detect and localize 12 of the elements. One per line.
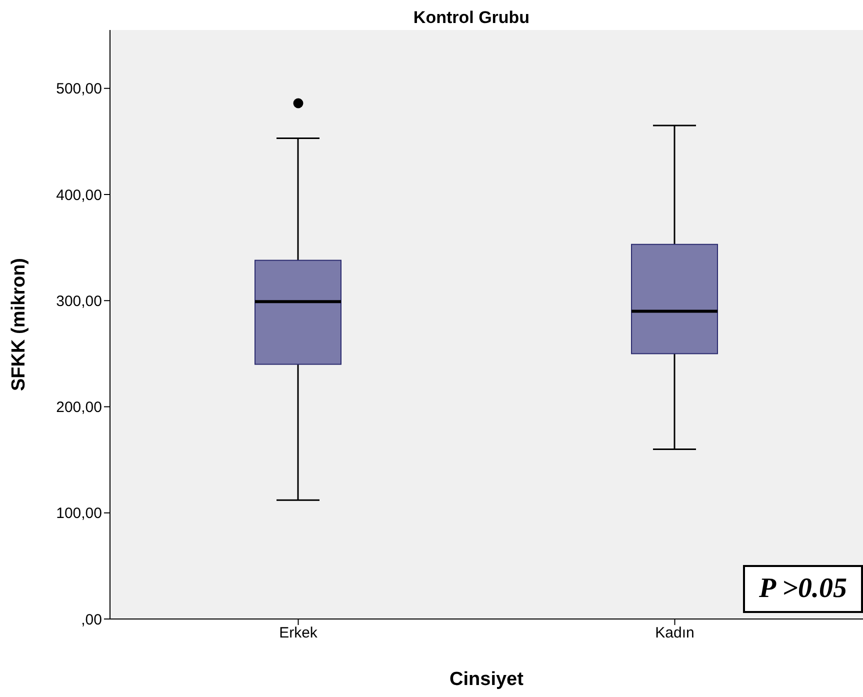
y-axis-title: SFKK (mikron) [8, 258, 30, 391]
y-tick-label: ,00 [81, 611, 102, 628]
y-tick-label: 200,00 [56, 399, 102, 416]
x-axis-title: Cinsiyet [450, 669, 524, 690]
x-tick-label: Kadın [655, 624, 694, 642]
x-tick-label: Erkek [279, 624, 318, 642]
y-tick-label: 300,00 [56, 292, 102, 310]
y-tick-label: 500,00 [56, 80, 102, 98]
y-tick-label: 100,00 [56, 505, 102, 522]
annotation: P >0.05 [742, 565, 863, 613]
y-tick-label: 400,00 [56, 186, 102, 204]
chart-title: Kontrol Grubu [412, 8, 531, 28]
